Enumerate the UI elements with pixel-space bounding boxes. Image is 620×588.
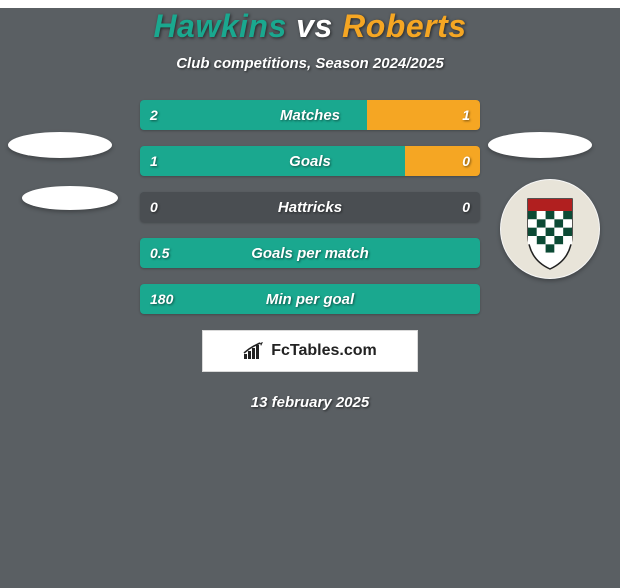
avatar-ellipse xyxy=(488,132,592,158)
brand-box: FcTables.com xyxy=(202,330,418,372)
bar-row: Goals per match0.5 xyxy=(140,238,480,268)
bar-segment-left xyxy=(140,284,480,314)
bar-row: Hattricks00 xyxy=(140,192,480,222)
page-title: Hawkins vs Roberts xyxy=(0,8,620,45)
title-player2: Roberts xyxy=(342,8,466,44)
bar-row: Min per goal180 xyxy=(140,284,480,314)
title-vs: vs xyxy=(296,8,333,44)
bar-segment-left xyxy=(140,100,367,130)
brand-text: FcTables.com xyxy=(271,342,377,360)
bar-segment-left xyxy=(140,146,405,176)
avatar-ellipse xyxy=(8,132,112,158)
date-line: 13 february 2025 xyxy=(0,394,620,411)
subtitle: Club competitions, Season 2024/2025 xyxy=(0,55,620,72)
page-root: Hawkins vs Roberts Club competitions, Se… xyxy=(0,8,620,588)
bar-row: Goals10 xyxy=(140,146,480,176)
bar-segment-right xyxy=(405,146,480,176)
bar-segment-right xyxy=(367,100,480,130)
bar-row: Matches21 xyxy=(140,100,480,130)
bar-segment-left xyxy=(140,238,480,268)
avatar-ellipse xyxy=(22,186,118,210)
brand-chart-icon xyxy=(243,342,265,360)
title-player1: Hawkins xyxy=(153,8,286,44)
